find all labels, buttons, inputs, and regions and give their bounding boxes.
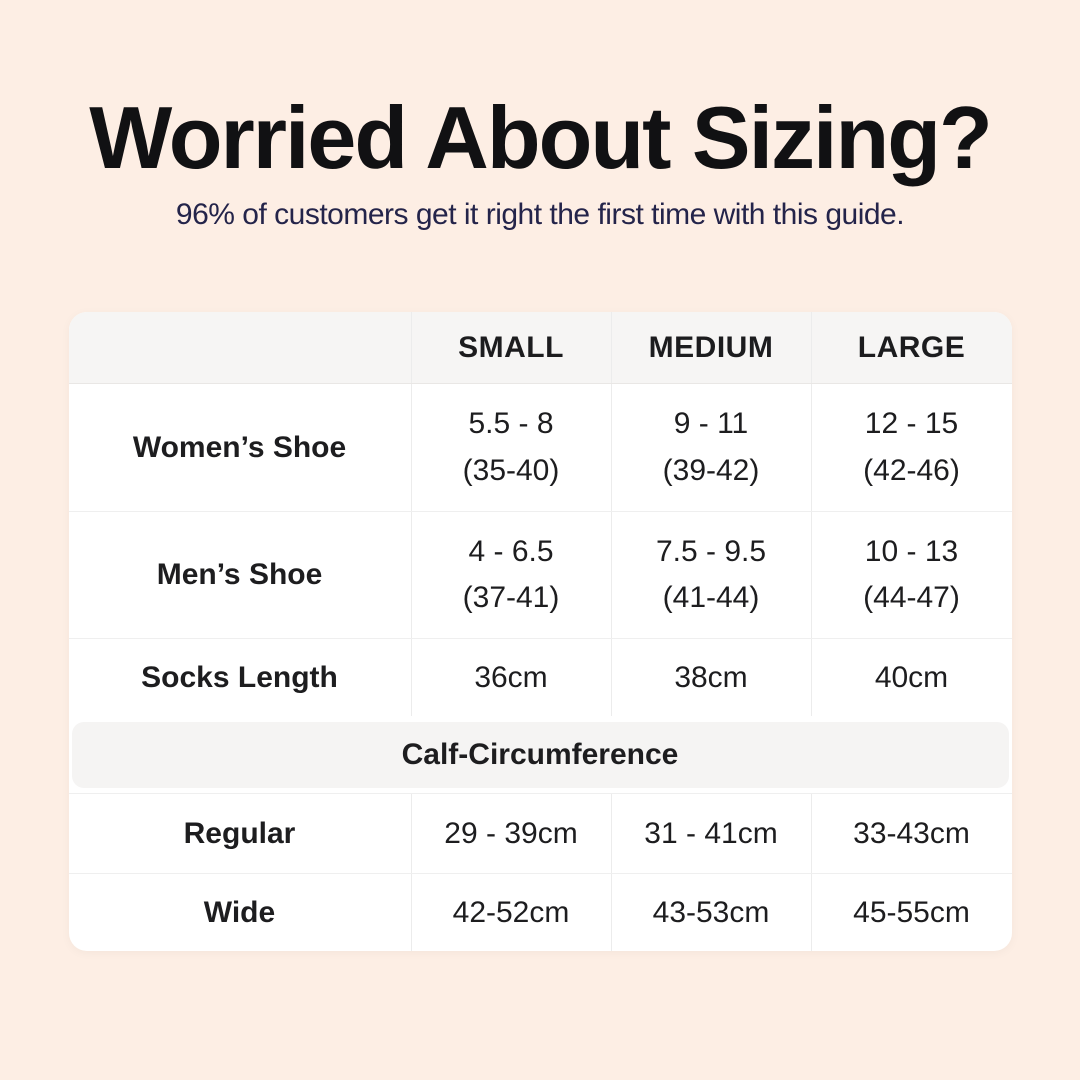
table-header-row: SMALL MEDIUM LARGE <box>68 312 1012 385</box>
page-subtitle: 96% of customers get it right the first … <box>175 198 905 232</box>
cell-womens-large: 12 - 15 (42-46) <box>812 384 1012 511</box>
cell-mens-large: 10 - 13 (44-47) <box>812 512 1012 638</box>
row-label-mens-shoe: Men’s Shoe <box>69 512 412 639</box>
eu-size-value: (42-46) <box>863 453 960 487</box>
cell-socks-medium: 38cm <box>612 639 812 717</box>
page-title: Worried About Sizing? <box>89 88 992 187</box>
shoe-size-value: 4 - 6.5 <box>468 534 554 568</box>
row-label-wide: Wide <box>69 874 412 952</box>
cell-regular-large: 33-43cm <box>853 816 970 850</box>
shoe-size-value: 5.5 - 8 <box>468 407 554 441</box>
corner-cell <box>69 312 412 384</box>
cell-womens-small: 5.5 - 8 (35-40) <box>412 384 612 512</box>
table-row-regular: Regular 29 - 39cm 31 - 41cm 33-43cm <box>68 794 1012 875</box>
col-header-medium: MEDIUM <box>612 312 812 384</box>
row-label-socks-length: Socks Length <box>69 639 412 717</box>
cell-regular-medium: 31 - 41cm <box>612 794 812 874</box>
row-label-womens-shoe: Women’s Shoe <box>69 384 412 512</box>
cell-womens-medium: 9 - 11 (39-42) <box>612 384 812 512</box>
shoe-size-value: 9 - 11 <box>673 407 749 441</box>
cell-mens-medium: 7.5 - 9.5 (41-44) <box>612 512 812 639</box>
cell-socks-large: 40cm <box>874 660 949 694</box>
cell-wide-small: 42-52cm <box>412 874 612 952</box>
table-row-wide: Wide 42-52cm 43-53cm 45-55cm <box>69 874 1012 952</box>
cell-wide-medium: 43-53cm <box>612 874 812 952</box>
table-section-calf-circumference: Calf-Circumference <box>68 716 1012 795</box>
col-header-large: LARGE <box>857 330 966 364</box>
eu-size-value: (35-40) <box>462 453 560 487</box>
eu-size-value: (44-47) <box>863 581 960 615</box>
eu-size-value: (41-44) <box>662 581 760 615</box>
sizing-table: SMALL MEDIUM LARGE Women’s Shoe 5.5 - 8 … <box>68 312 1012 952</box>
table-row-womens-shoe: Women’s Shoe 5.5 - 8 (35-40) 9 - 11 (39-… <box>68 384 1012 513</box>
section-header-label: Calf-Circumference <box>71 722 1009 789</box>
eu-size-value: (39-42) <box>662 453 760 487</box>
table-row-mens-shoe: Men’s Shoe 4 - 6.5 (37-41) 7.5 - 9.5 (41… <box>68 512 1012 640</box>
cell-socks-small: 36cm <box>412 639 612 717</box>
eu-size-value: (37-41) <box>462 581 560 615</box>
row-label-regular: Regular <box>69 794 412 874</box>
cell-mens-small: 4 - 6.5 (37-41) <box>412 512 612 639</box>
table-row-socks-length: Socks Length 36cm 38cm 40cm <box>69 639 1012 717</box>
shoe-size-value: 10 - 13 <box>864 534 959 568</box>
shoe-size-value: 7.5 - 9.5 <box>655 534 767 568</box>
cell-regular-small: 29 - 39cm <box>412 794 612 874</box>
shoe-size-value: 12 - 15 <box>864 407 959 441</box>
cell-wide-large: 45-55cm <box>853 895 970 929</box>
col-header-small: SMALL <box>412 312 612 384</box>
